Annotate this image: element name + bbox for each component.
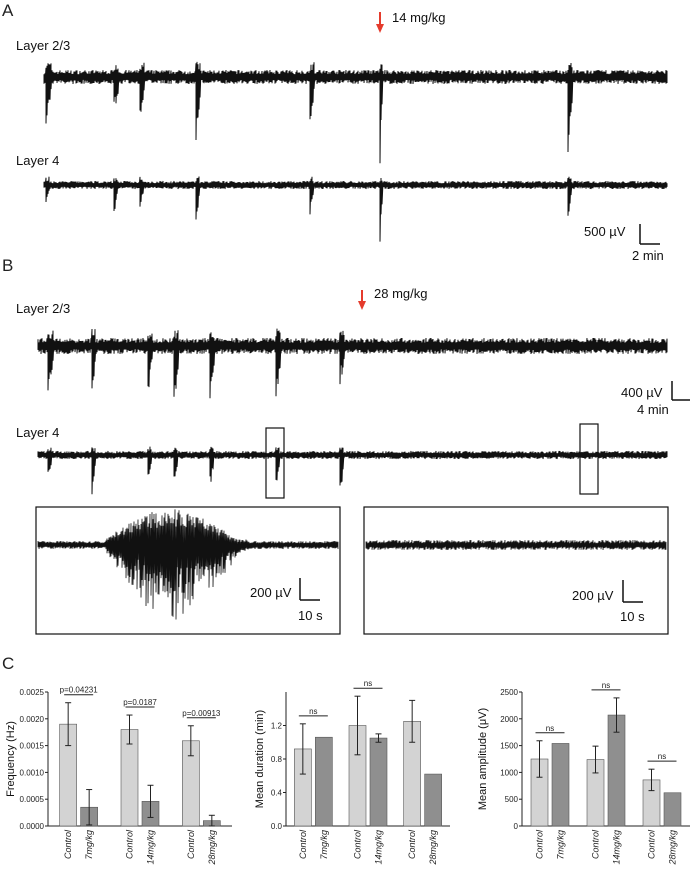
duration-bar-chart: 0.0 0.4 0.8 1.2 Mean duration (min) Control 7m…	[254, 679, 450, 866]
y-tick-label: 0.0020	[20, 715, 45, 724]
y-tick-label: 1500	[500, 742, 518, 751]
y-axis-label: Frequency (Hz)	[5, 721, 17, 797]
x-category-label: Control	[125, 829, 135, 859]
panel-a-scale-time: 2 min	[632, 248, 664, 263]
y-axis-label: Mean duration (min)	[254, 710, 266, 808]
comparison-label: p=0.04231	[60, 686, 99, 695]
inset-right-scale-time: 10 s	[620, 609, 645, 624]
inset-right-frame	[363, 506, 669, 635]
y-tick-label: 0	[514, 822, 519, 831]
y-tick-label: 0.0000	[20, 822, 45, 831]
x-category-label: Control	[353, 829, 363, 859]
panel-c-label: C	[2, 654, 14, 673]
amplitude-bar-chart: 0 500 1000 1500 2000 2500 Mean amplitude (μV) C…	[477, 681, 690, 866]
panel-a-label: A	[2, 1, 14, 20]
comparison-label: ns	[546, 724, 554, 733]
x-category-label: 14mg/kg	[374, 830, 384, 865]
inset-right-trace	[365, 539, 667, 551]
inset-left-scale-voltage: 200 µV	[250, 585, 292, 600]
y-tick-label: 0.4	[271, 789, 283, 798]
inset-left-trace	[37, 509, 339, 620]
x-category-label: Control	[535, 829, 545, 859]
comparison-label: ns	[309, 707, 317, 716]
x-category-label: Control	[63, 829, 73, 859]
panel-b-selection-box-left	[265, 427, 285, 499]
y-tick-label: 2500	[500, 688, 518, 697]
bar	[369, 737, 388, 827]
x-category-label: Control	[298, 829, 308, 859]
inset-left-scale-time: 10 s	[298, 608, 323, 623]
panel-a-scale-bar	[639, 224, 660, 245]
y-tick-label: 2000	[500, 715, 518, 724]
x-category-label: Control	[186, 829, 196, 859]
y-tick-label: 0.0015	[20, 742, 45, 751]
panel-b-layer4-trace	[37, 446, 668, 495]
bar	[663, 792, 682, 827]
bar	[315, 736, 333, 827]
inset-left-scale-bar	[299, 578, 320, 601]
comparison-label: ns	[364, 679, 372, 688]
panel-b-scale-time: 4 min	[637, 402, 669, 417]
inset-right-scale-bar	[622, 580, 643, 603]
x-category-label: Control	[407, 829, 417, 859]
y-tick-label: 1.2	[271, 722, 283, 731]
panel-a-layer4-label: Layer 4	[16, 153, 59, 168]
panel-b-scale-bar	[671, 381, 690, 401]
comparison-label: p=0.00913	[182, 709, 221, 718]
panel-b-layer23-trace	[37, 328, 668, 399]
panel-b-layer4-label: Layer 4	[16, 425, 59, 440]
panel-a-layer23-trace	[43, 61, 668, 164]
y-tick-label: 0.0010	[20, 768, 45, 777]
bar	[551, 743, 570, 827]
panel-a-layer23-label: Layer 2/3	[16, 38, 70, 53]
panel-b-dose-arrow	[358, 290, 366, 310]
panel-b-selection-box-right	[579, 423, 599, 495]
panel-a-dose-arrow	[376, 12, 384, 33]
comparison-label: ns	[658, 752, 666, 761]
x-category-label: 14mg/kg	[146, 830, 156, 865]
y-axis-label: Mean amplitude (μV)	[477, 708, 489, 810]
x-category-label: 28mg/kg	[207, 830, 217, 866]
x-category-label: Control	[647, 829, 657, 859]
y-tick-label: 500	[505, 795, 519, 804]
x-category-label: 28mg/kg	[668, 830, 678, 866]
comparison-label: ns	[602, 681, 610, 690]
x-category-label: 7mg/kg	[556, 830, 566, 860]
frequency-bar-chart: 0.0000 0.0005 0.0010 0.0015 0.0020 0.0025 Freq…	[5, 686, 232, 866]
y-tick-label: 1000	[500, 768, 518, 777]
panel-a-scale-voltage: 500 µV	[584, 224, 626, 239]
panel-b-layer23-label: Layer 2/3	[16, 301, 70, 316]
x-category-label: 14mg/kg	[612, 830, 622, 865]
inset-left-frame	[35, 506, 341, 635]
panel-b-scale-voltage: 400 µV	[621, 385, 663, 400]
y-tick-label: 0.0025	[20, 688, 45, 697]
bar	[424, 773, 442, 827]
panel-a-layer4-trace	[43, 176, 668, 242]
y-tick-label: 0.0005	[20, 795, 45, 804]
y-tick-label: 0.8	[271, 755, 283, 764]
x-category-label: 28mg/kg	[428, 830, 438, 866]
panel-b-dose-label: 28 mg/kg	[374, 286, 427, 301]
panel-a-dose-label: 14 mg/kg	[392, 10, 445, 25]
y-tick-label: 0.0	[271, 822, 283, 831]
comparison-label: p=0.0187	[123, 698, 157, 707]
x-category-label: 7mg/kg	[84, 830, 94, 860]
x-category-label: Control	[591, 829, 601, 859]
panel-b-label: B	[2, 256, 13, 275]
inset-right-scale-voltage: 200 µV	[572, 588, 614, 603]
x-category-label: 7mg/kg	[319, 830, 329, 860]
